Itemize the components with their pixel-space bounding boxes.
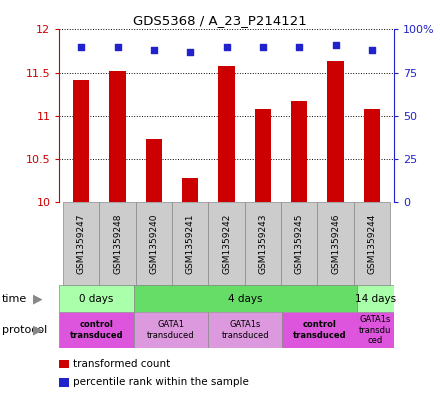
- Text: GSM1359244: GSM1359244: [367, 213, 377, 274]
- Text: GSM1359247: GSM1359247: [77, 213, 86, 274]
- Text: transformed count: transformed count: [73, 358, 170, 369]
- Bar: [255, 109, 271, 202]
- Point: [78, 44, 85, 50]
- Bar: [99, 202, 136, 285]
- Bar: [209, 202, 245, 285]
- Bar: [172, 202, 209, 285]
- Text: time: time: [2, 294, 27, 304]
- Bar: [73, 80, 89, 202]
- Bar: [357, 285, 394, 312]
- Text: GSM1359241: GSM1359241: [186, 213, 195, 274]
- Point: [368, 47, 375, 53]
- Bar: [364, 109, 380, 202]
- Point: [187, 49, 194, 55]
- Text: 4 days: 4 days: [228, 294, 262, 304]
- Text: protocol: protocol: [2, 325, 48, 335]
- Text: GSM1359240: GSM1359240: [150, 213, 158, 274]
- Bar: [245, 202, 281, 285]
- Bar: [282, 312, 357, 348]
- Text: GATA1s
transduced: GATA1s transduced: [221, 320, 269, 340]
- Bar: [182, 178, 198, 202]
- Text: GSM1359243: GSM1359243: [258, 213, 268, 274]
- Bar: [136, 202, 172, 285]
- Text: GSM1359242: GSM1359242: [222, 213, 231, 274]
- Text: 14 days: 14 days: [355, 294, 396, 304]
- Bar: [208, 312, 282, 348]
- Text: GSM1359248: GSM1359248: [113, 213, 122, 274]
- Bar: [318, 202, 354, 285]
- Text: GDS5368 / A_23_P214121: GDS5368 / A_23_P214121: [133, 14, 307, 27]
- Point: [223, 44, 230, 50]
- Bar: [110, 71, 126, 202]
- Text: GATA1
transduced: GATA1 transduced: [147, 320, 194, 340]
- Bar: [134, 312, 208, 348]
- Text: ▶: ▶: [33, 292, 42, 305]
- Text: ▶: ▶: [33, 323, 42, 337]
- Point: [296, 44, 303, 50]
- Bar: [291, 101, 308, 202]
- Text: 0 days: 0 days: [79, 294, 114, 304]
- Bar: [327, 61, 344, 202]
- Text: control
transduced: control transduced: [293, 320, 346, 340]
- Text: GSM1359245: GSM1359245: [295, 213, 304, 274]
- Bar: [218, 66, 235, 202]
- Bar: [59, 285, 134, 312]
- Point: [114, 44, 121, 50]
- Point: [150, 47, 158, 53]
- Text: GATA1s
transdu
ced: GATA1s transdu ced: [359, 315, 392, 345]
- Bar: [134, 285, 357, 312]
- Point: [260, 44, 267, 50]
- Bar: [146, 139, 162, 202]
- Text: control
transduced: control transduced: [70, 320, 123, 340]
- Text: percentile rank within the sample: percentile rank within the sample: [73, 377, 249, 387]
- Bar: [357, 312, 394, 348]
- Bar: [63, 202, 99, 285]
- Point: [332, 42, 339, 48]
- Bar: [354, 202, 390, 285]
- Bar: [281, 202, 318, 285]
- Bar: [59, 312, 134, 348]
- Text: GSM1359246: GSM1359246: [331, 213, 340, 274]
